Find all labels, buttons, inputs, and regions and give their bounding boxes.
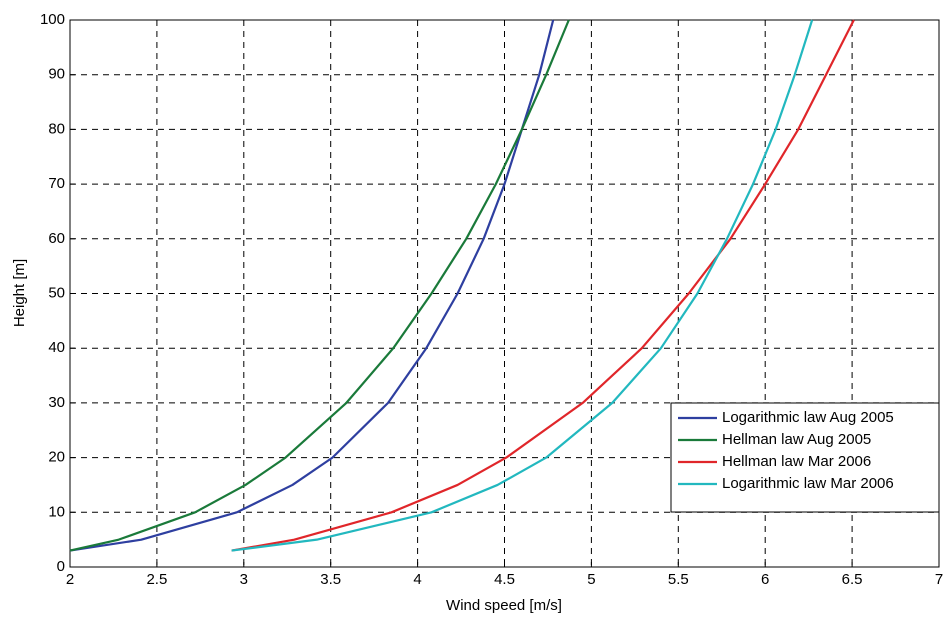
y-tick-label: 100 bbox=[40, 11, 65, 28]
x-tick-label: 6.5 bbox=[842, 571, 863, 588]
series-line bbox=[231, 19, 855, 552]
y-tick-label: 80 bbox=[48, 120, 65, 137]
x-tick-label: 3.5 bbox=[320, 571, 341, 588]
y-tick-label: 10 bbox=[48, 503, 65, 520]
x-tick-label: 4 bbox=[413, 571, 421, 588]
y-axis-label: Height [m] bbox=[11, 259, 28, 327]
series-line bbox=[231, 19, 814, 552]
legend-label: Hellman law Mar 2006 bbox=[722, 453, 871, 470]
x-tick-label: 6 bbox=[761, 571, 769, 588]
plot-frame bbox=[69, 19, 940, 568]
x-tick-label: 3 bbox=[240, 571, 248, 588]
series-line bbox=[69, 19, 570, 552]
y-tick-label: 30 bbox=[48, 394, 65, 411]
x-tick-label: 5.5 bbox=[668, 571, 689, 588]
x-tick-label: 7 bbox=[935, 571, 943, 588]
y-tick-label: 60 bbox=[48, 230, 65, 247]
y-tick-label: 20 bbox=[48, 449, 65, 466]
y-tick-label: 40 bbox=[48, 339, 65, 356]
y-tick-label: 90 bbox=[48, 66, 65, 83]
x-axis-label: Wind speed [m/s] bbox=[446, 597, 562, 614]
x-tick-label: 4.5 bbox=[494, 571, 515, 588]
legend-label: Logarithmic law Mar 2006 bbox=[722, 475, 894, 492]
y-tick-label: 0 bbox=[57, 558, 65, 575]
legend-label: Logarithmic law Aug 2005 bbox=[722, 409, 894, 426]
x-tick-label: 2.5 bbox=[146, 571, 167, 588]
x-tick-label: 5 bbox=[587, 571, 595, 588]
y-tick-label: 70 bbox=[48, 175, 65, 192]
y-tick-label: 50 bbox=[48, 284, 65, 301]
x-tick-label: 2 bbox=[66, 571, 74, 588]
legend-box bbox=[670, 402, 940, 513]
legend-label: Hellman law Aug 2005 bbox=[722, 431, 871, 448]
